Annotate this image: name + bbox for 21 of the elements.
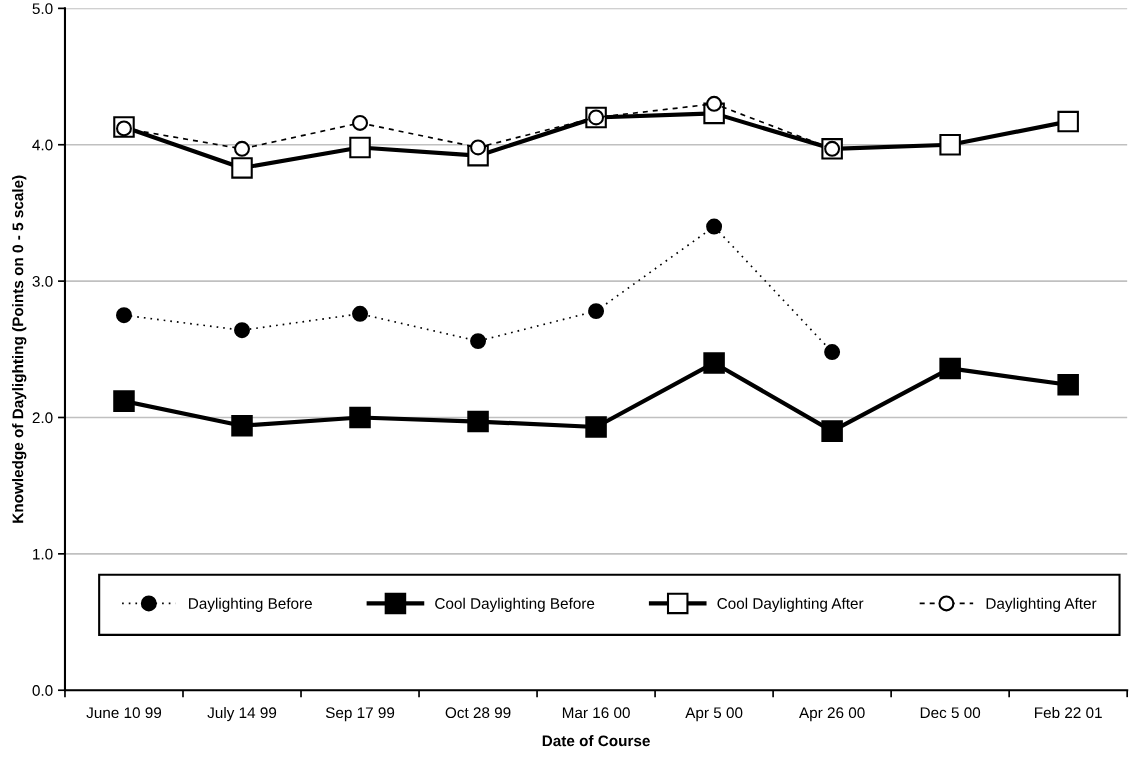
y-tick-label: 5.0 bbox=[32, 3, 53, 15]
legend-label: Daylighting Before bbox=[189, 597, 312, 612]
y-axis-title: Knowledge of Daylighting (Points on 0 - 5 scale) bbox=[12, 175, 27, 523]
x-tick-label: Mar 16 00 bbox=[562, 707, 630, 719]
x-tick-label: Sep 17 99 bbox=[325, 707, 395, 722]
y-tick-label: 3.0 bbox=[32, 275, 53, 287]
y-tick-label: 1.0 bbox=[33, 548, 53, 560]
x-tick-label: Dec 5 00 bbox=[920, 707, 981, 719]
legend-label: Cool Daylighting After bbox=[717, 597, 864, 612]
y-tick-label: 4.0 bbox=[32, 139, 53, 151]
x-tick-label: Apr 26 00 bbox=[799, 707, 865, 722]
legend-label: Daylighting After bbox=[986, 597, 1097, 612]
y-tick-label: 2.0 bbox=[32, 412, 53, 424]
x-tick-label: June 10 99 bbox=[86, 707, 162, 719]
x-tick-label: July 14 99 bbox=[207, 706, 277, 722]
y-tick-label: 0.0 bbox=[32, 685, 53, 696]
x-tick-label: Apr 5 00 bbox=[685, 707, 743, 722]
legend-label: Cool Daylighting Before bbox=[435, 597, 595, 612]
x-axis-title: Date of Course bbox=[542, 735, 650, 747]
x-tick-label: Oct 28 99 bbox=[445, 707, 511, 719]
x-tick-label: Feb 22 01 bbox=[1035, 706, 1102, 719]
